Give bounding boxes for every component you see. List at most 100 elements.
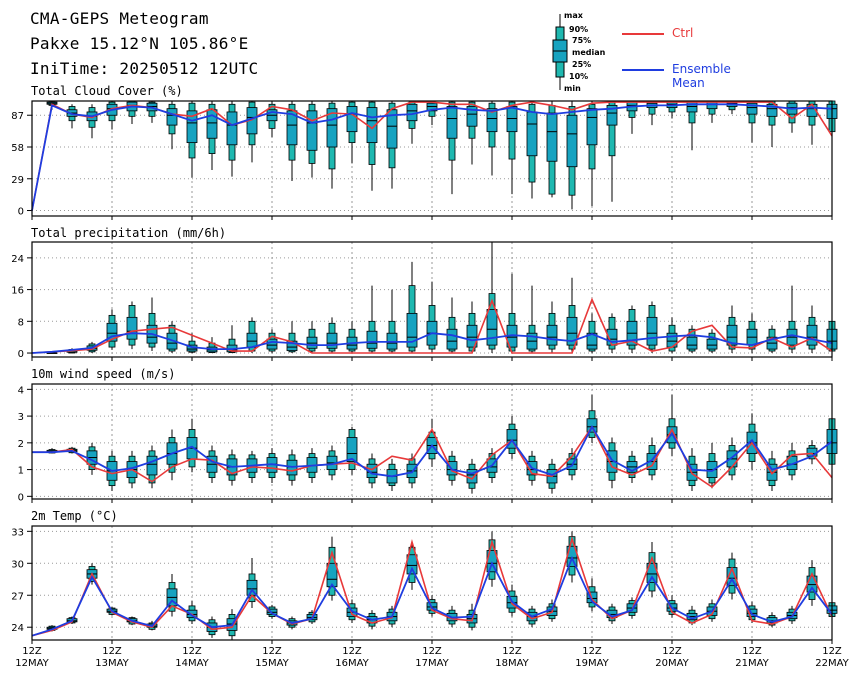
cloud-box-inner-13 [286, 110, 298, 146]
cloud-box-inner-34 [706, 101, 718, 110]
cloud-ytick-label-2: 58 [11, 143, 24, 154]
precip-box-inner-4 [106, 322, 118, 342]
precip-box-inner-22 [466, 324, 478, 348]
x-hour-label-6: 12Z [502, 646, 522, 657]
precip-box-inner-35 [726, 324, 738, 346]
temp-ytick-label-2: 30 [11, 559, 24, 570]
temp-ytick-label-0: 24 [11, 623, 24, 634]
wind-box-inner-39 [806, 447, 818, 457]
precip-mean-line [31, 332, 833, 354]
x-hour-label-9: 12Z [742, 646, 762, 657]
precip-box-inner-21 [446, 328, 458, 350]
legend-p90: 90% [569, 25, 589, 34]
x-date-label-2: 14MAY [175, 658, 209, 669]
cloud-box-inner-26 [546, 112, 558, 162]
precip-box-inner-19 [406, 312, 418, 348]
precip-box-inner-26 [546, 324, 558, 346]
ctrl-swatch [622, 33, 664, 35]
precip-box-inner-23 [486, 309, 498, 346]
mean-swatch [622, 69, 664, 71]
cloud-box-inner-37 [766, 103, 778, 117]
precip-panel-title: Total precipitation (mm/6h) [31, 226, 227, 240]
cloud-box-inner-16 [346, 106, 358, 133]
precip-box-inner-27 [566, 316, 578, 346]
x-date-label-4: 16MAY [335, 658, 369, 669]
x-hour-label-0: 12Z [22, 646, 42, 657]
cloud-box-inner-25 [526, 111, 538, 157]
cloud-ytick-label-3: 87 [11, 111, 24, 122]
precip-box-inner-12 [266, 338, 278, 350]
wind-box-inner-6 [146, 455, 158, 476]
wind-ctrl-line [32, 425, 833, 489]
location-label: Pakxe 15.12°N 105.86°E [30, 34, 249, 53]
wind-ytick-label-2: 2 [18, 439, 24, 450]
cloud-ytick-label-0: 0 [18, 207, 24, 218]
precip-box-inner-39 [806, 324, 818, 346]
temp-box-inner-19 [406, 554, 418, 575]
legend-p10: 10% [569, 72, 589, 81]
x-hour-label-1: 12Z [102, 646, 122, 657]
precip-ytick-label-1: 8 [18, 317, 24, 328]
precip-box-inner-33 [686, 336, 698, 350]
temp-box-inner-39 [806, 575, 818, 593]
legend-p75: 75% [572, 36, 592, 45]
x-date-label-0: 12MAY [15, 658, 49, 669]
x-hour-label-4: 12Z [342, 646, 362, 657]
cloud-ytick-label-1: 29 [11, 175, 24, 186]
cloud-box-inner-10 [226, 111, 238, 146]
x-hour-label-8: 12Z [662, 646, 682, 657]
cloud-box-inner-28 [586, 108, 598, 146]
ctrl-label: Ctrl [672, 26, 694, 40]
temp-ytick-label-1: 27 [11, 591, 24, 602]
temp-ytick-label-3: 33 [11, 527, 24, 538]
x-date-label-6: 18MAY [495, 658, 529, 669]
precip-ctrl-line [31, 297, 833, 354]
temp-panel-title: 2m Temp (°C) [31, 509, 118, 523]
cloud-box-inner-23 [486, 108, 498, 133]
cloud-box-inner-27 [566, 114, 578, 168]
cloud-box-inner-22 [466, 106, 478, 127]
wind-ytick-label-3: 3 [18, 412, 24, 423]
x-hour-label-7: 12Z [582, 646, 602, 657]
temp-mean-line [31, 555, 833, 637]
precip-ytick-label-0: 0 [18, 349, 24, 360]
wind-box-inner-16 [346, 437, 358, 462]
cloud-panel-title: Total Cloud Cover (%) [31, 84, 183, 98]
x-hour-label-10: 12Z [822, 646, 842, 657]
mean-label: Ensemble Mean [672, 62, 731, 90]
cloud-box-inner-14 [306, 110, 318, 151]
cloud-box-inner-8 [186, 110, 198, 144]
precip-box-inner-11 [246, 332, 258, 348]
precip-ytick-label-2: 16 [11, 286, 24, 297]
legend-min: min [564, 84, 581, 93]
precip-box-inner-5 [126, 316, 138, 340]
x-date-label-9: 21MAY [735, 658, 769, 669]
box-legend-glyph [552, 14, 568, 90]
wind-ytick-label-1: 1 [18, 466, 24, 477]
x-date-label-5: 17MAY [415, 658, 449, 669]
chart-title: CMA-GEPS Meteogram [30, 9, 209, 28]
precip-box-inner-34 [706, 338, 718, 350]
legend-max: max [564, 11, 583, 20]
wind-mean-line [32, 424, 833, 478]
init-time-label: IniTime: 20250512 12UTC [30, 59, 259, 78]
temp-ctrl-line [31, 536, 833, 637]
cloud-mean-line [31, 103, 833, 211]
wind-panel-title: 10m wind speed (m/s) [31, 367, 176, 381]
precip-box-inner-31 [646, 316, 658, 346]
temp-box-inner-12 [266, 608, 278, 615]
cloud-box-inner-20 [426, 102, 438, 112]
wind-ytick-label-0: 0 [18, 492, 24, 503]
x-date-label-1: 13MAY [95, 658, 129, 669]
temp-box-inner-15 [326, 562, 338, 588]
cloud-box-inner-15 [326, 108, 338, 148]
x-date-label-10: 22MAY [815, 658, 849, 669]
wind-ytick-label-4: 4 [18, 385, 24, 396]
legend-median: median [572, 48, 606, 57]
x-date-label-8: 20MAY [655, 658, 689, 669]
x-date-label-3: 15MAY [255, 658, 289, 669]
precip-box-inner-17 [366, 330, 378, 349]
cloud-box-inner-24 [506, 106, 518, 133]
box-legend: max 90% 75% median 25% 10% min [552, 10, 622, 94]
legend-p25: 25% [572, 60, 592, 69]
